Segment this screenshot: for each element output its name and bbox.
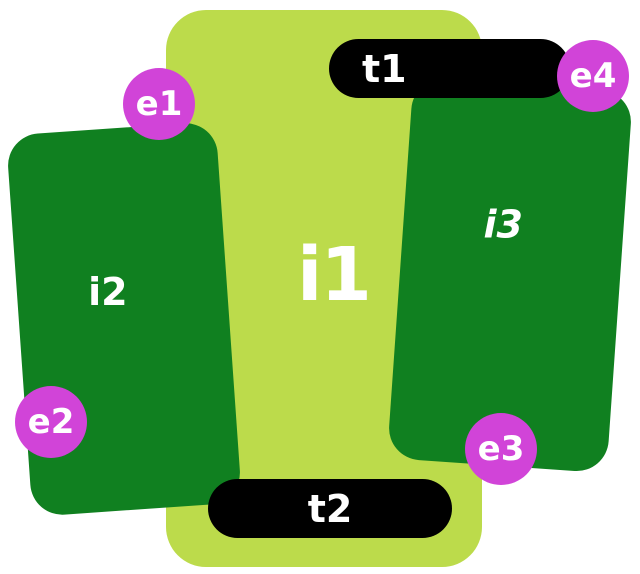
terminal-t1: t1 bbox=[329, 39, 570, 98]
node-i2-label: i2 bbox=[88, 270, 128, 315]
marker-e4: e4 bbox=[557, 40, 629, 112]
marker-e3: e3 bbox=[465, 413, 537, 485]
node-i3-label: i3 bbox=[483, 202, 524, 247]
terminal-t2: t2 bbox=[208, 479, 452, 538]
node-i2: i2 bbox=[5, 121, 243, 517]
marker-e1: e1 bbox=[123, 68, 195, 140]
marker-e2: e2 bbox=[15, 386, 87, 458]
node-i1-label: i1 bbox=[297, 232, 372, 318]
terminal-t2-label: t2 bbox=[307, 486, 353, 531]
terminal-t1-label: t1 bbox=[362, 46, 407, 91]
